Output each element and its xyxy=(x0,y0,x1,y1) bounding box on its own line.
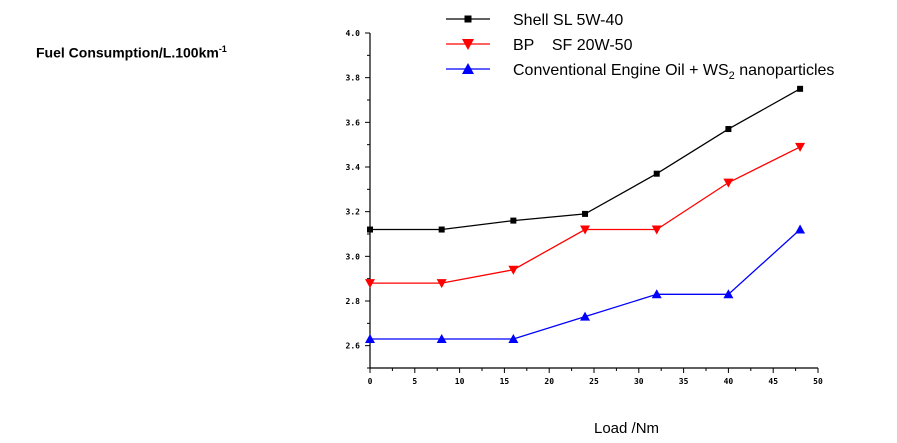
y-tick-label: 4.0 xyxy=(346,29,361,38)
data-point xyxy=(436,333,447,343)
data-point xyxy=(725,126,732,133)
y-axis-label: Fuel Consumption/L.100km-1 xyxy=(36,44,227,61)
data-point xyxy=(580,225,591,235)
legend-marker xyxy=(462,39,474,50)
y-tick-label: 2.6 xyxy=(346,342,361,351)
series-2 xyxy=(365,224,806,343)
chart-axes: 0 5 10 15 20 25 30 35 40 45 50 2.6 2.8 3.0 3.2 3.4 3.6 3.… xyxy=(346,29,823,386)
x-tick-label: 50 xyxy=(813,377,823,386)
x-tick-label: 10 xyxy=(455,377,465,386)
x-tick-label: 15 xyxy=(500,377,510,386)
data-point xyxy=(365,279,375,289)
y-tick-label: 3.2 xyxy=(346,208,361,217)
chart-legend: Shell SL 5W-40 BP SF 20W-50 Conventional E… xyxy=(446,12,834,82)
legend-label: Conventional Engine Oil + WS2 nanopartic… xyxy=(513,62,834,82)
data-point xyxy=(510,217,517,224)
x-axis-label: Load /Nm xyxy=(594,420,660,437)
x-tick-label: 45 xyxy=(768,377,778,386)
chart-series xyxy=(365,85,806,343)
legend-label: Shell SL 5W-40 xyxy=(513,12,623,29)
x-tick-label: 30 xyxy=(634,377,644,386)
y-axis-label-superscript: -1 xyxy=(218,44,227,54)
x-tick-label: 0 xyxy=(368,377,373,386)
legend-label: BP SF 20W-50 xyxy=(513,37,633,54)
data-point xyxy=(438,226,445,233)
data-point xyxy=(795,224,806,234)
series-0 xyxy=(367,85,804,233)
x-tick-label: 20 xyxy=(544,377,554,386)
series-line xyxy=(370,88,801,231)
legend-marker xyxy=(464,15,472,23)
legend-label-part: nanoparticles xyxy=(735,62,835,79)
legend-label-part: Shell SL 5W-40 xyxy=(513,12,623,29)
y-tick-label: 3.6 xyxy=(346,118,361,127)
legend-label-part: BP SF 20W-50 xyxy=(513,37,633,54)
y-tick-label: 3.4 xyxy=(346,163,361,172)
data-point xyxy=(365,333,375,343)
data-point xyxy=(508,333,519,343)
data-point xyxy=(651,225,662,235)
data-point xyxy=(795,142,806,152)
legend-label-part: Conventional Engine Oil + WS xyxy=(513,62,729,79)
data-point xyxy=(367,226,373,233)
series-1 xyxy=(365,142,806,289)
y-tick-label: 3.0 xyxy=(346,252,361,261)
legend-item-1: BP SF 20W-50 xyxy=(446,37,633,54)
x-tick-label: 5 xyxy=(412,377,417,386)
y-axis-label-text: Fuel Consumption/L.100km xyxy=(36,44,219,61)
data-point xyxy=(436,279,447,289)
data-point xyxy=(723,178,734,188)
y-tick-label: 2.8 xyxy=(346,297,361,306)
legend-label-subscript: 2 xyxy=(729,70,735,82)
data-point xyxy=(508,265,519,275)
data-point xyxy=(797,85,804,92)
data-point xyxy=(651,289,662,299)
legend-item-0: Shell SL 5W-40 xyxy=(446,12,623,29)
legend-marker xyxy=(462,63,474,74)
data-point xyxy=(723,289,734,299)
data-point xyxy=(653,170,660,177)
legend-item-2: Conventional Engine Oil + WS2 nanopartic… xyxy=(446,62,834,82)
series-line xyxy=(370,229,801,340)
data-point xyxy=(582,210,589,217)
y-tick-label: 3.8 xyxy=(346,74,361,83)
x-tick-label: 25 xyxy=(589,377,599,386)
x-tick-label: 40 xyxy=(724,377,734,386)
data-point xyxy=(580,311,591,321)
x-tick-label: 35 xyxy=(679,377,689,386)
